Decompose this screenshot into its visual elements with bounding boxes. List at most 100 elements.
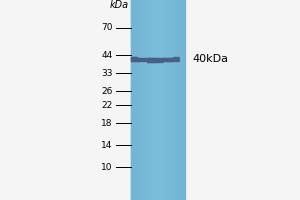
Bar <box>136 0 137 200</box>
Bar <box>163 58 164 61</box>
Bar <box>153 58 154 62</box>
Bar <box>130 57 131 61</box>
Bar <box>171 58 172 61</box>
Bar <box>161 0 163 200</box>
Text: kDa: kDa <box>110 0 129 10</box>
Bar <box>136 57 137 61</box>
Bar <box>160 58 161 62</box>
Bar <box>155 58 156 62</box>
Bar <box>153 58 154 62</box>
Bar <box>154 58 155 62</box>
Bar <box>151 58 152 62</box>
Bar <box>170 0 171 200</box>
Bar <box>178 0 179 200</box>
Bar <box>162 0 163 200</box>
Bar <box>175 57 176 61</box>
Bar <box>164 0 165 200</box>
Bar <box>170 58 171 61</box>
Bar <box>167 58 168 61</box>
Bar <box>158 0 159 200</box>
Bar <box>177 0 178 200</box>
Bar <box>151 58 152 62</box>
Bar <box>178 0 179 200</box>
Bar <box>146 58 147 61</box>
Bar <box>135 57 136 61</box>
Bar <box>164 58 165 61</box>
Bar <box>160 58 161 62</box>
Bar <box>165 58 166 61</box>
Bar <box>173 0 174 200</box>
Bar <box>166 58 167 61</box>
Bar <box>172 0 173 200</box>
Bar <box>140 58 141 61</box>
Bar <box>145 0 146 200</box>
Bar <box>144 58 145 61</box>
Bar <box>130 0 131 200</box>
Text: 22: 22 <box>101 100 112 110</box>
Bar <box>157 58 158 62</box>
Bar <box>172 58 173 61</box>
Bar <box>165 0 166 200</box>
Bar <box>151 0 152 200</box>
Bar <box>132 57 133 61</box>
Bar <box>139 58 140 61</box>
Bar <box>149 58 150 62</box>
Bar <box>169 58 170 61</box>
Bar <box>139 58 140 61</box>
Bar <box>135 0 136 200</box>
Bar <box>135 0 136 200</box>
Bar <box>147 0 148 200</box>
Bar <box>183 0 184 200</box>
Bar <box>174 0 175 200</box>
Bar <box>153 0 154 200</box>
Bar <box>182 0 183 200</box>
Bar <box>137 58 138 61</box>
Bar <box>165 58 166 61</box>
Bar <box>149 0 150 200</box>
Bar <box>163 0 164 200</box>
Bar <box>166 0 167 200</box>
Bar <box>143 0 144 200</box>
Bar <box>148 58 149 62</box>
Bar <box>176 57 177 61</box>
Bar <box>156 58 157 62</box>
Bar <box>150 58 151 62</box>
Bar <box>147 58 148 62</box>
Bar <box>176 0 177 200</box>
Bar <box>156 58 157 62</box>
Bar <box>145 58 146 61</box>
Bar <box>141 0 142 200</box>
Bar <box>133 57 134 61</box>
Bar <box>134 57 135 61</box>
Bar <box>181 0 182 200</box>
Bar <box>174 57 175 61</box>
Bar <box>137 0 138 200</box>
Bar <box>137 58 138 61</box>
Bar <box>143 58 144 61</box>
Bar <box>142 58 143 61</box>
Bar <box>169 0 170 200</box>
Bar <box>139 0 140 200</box>
Bar <box>170 58 171 61</box>
Bar <box>133 0 134 200</box>
Bar <box>142 0 143 200</box>
Bar <box>131 57 132 61</box>
Bar <box>176 0 177 200</box>
Bar <box>142 58 143 61</box>
Bar <box>174 0 175 200</box>
Bar <box>160 58 161 62</box>
Bar <box>167 0 168 200</box>
Bar <box>178 57 179 61</box>
Bar <box>146 0 147 200</box>
Bar <box>148 0 149 200</box>
Bar <box>134 0 135 200</box>
Text: 26: 26 <box>101 87 112 96</box>
Bar <box>154 0 155 200</box>
Bar <box>144 0 145 200</box>
Bar <box>148 58 149 62</box>
Bar <box>184 0 185 200</box>
Bar <box>170 0 171 200</box>
Bar <box>168 58 169 61</box>
Bar <box>140 0 141 200</box>
Bar <box>143 0 144 200</box>
